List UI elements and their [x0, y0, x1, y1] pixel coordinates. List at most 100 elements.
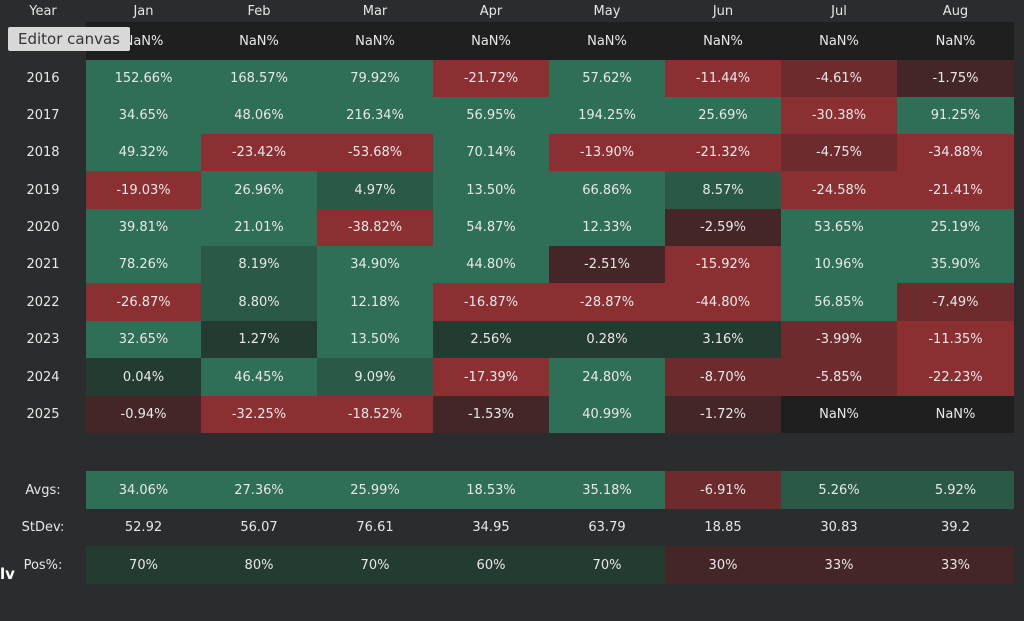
return-cell: -2.59% [665, 209, 781, 246]
return-cell: 26.96% [201, 171, 317, 209]
return-cell: 44.80% [433, 246, 549, 283]
stat-cell: 5.26% [781, 471, 897, 509]
year-label-2019: 2019 [26, 182, 60, 198]
nan-cell: NaN% [549, 22, 665, 60]
stat-cell: 70% [317, 546, 433, 584]
return-cell: 79.92% [317, 60, 433, 97]
return-cell: 54.87% [433, 209, 549, 246]
return-cell: 78.26% [86, 246, 201, 283]
nan-cell: NaN% [317, 22, 433, 60]
return-cell: -2.51% [549, 246, 665, 283]
spacer-cell [317, 433, 433, 471]
return-cell: 12.33% [549, 209, 665, 246]
stat-cell: 63.79 [588, 520, 626, 535]
stat-cell: 70% [549, 546, 665, 584]
header-month-aug: Aug [942, 3, 969, 19]
stat-label-stdev: StDev: [21, 520, 65, 535]
return-cell: 21.01% [201, 209, 317, 246]
return-cell: NaN% [897, 396, 1014, 433]
stat-cell: 30.83 [820, 520, 858, 535]
stat-cell: -6.91% [665, 471, 781, 509]
header-month-may: May [593, 3, 621, 19]
return-cell: 0.28% [549, 321, 665, 358]
return-cell: -18.52% [317, 396, 433, 433]
stat-cell: 33% [781, 546, 897, 584]
return-cell: -3.99% [781, 321, 897, 358]
nan-cell: NaN% [897, 22, 1014, 60]
year-label-2022: 2022 [26, 294, 60, 310]
spacer-cell [897, 433, 1014, 471]
return-cell: 25.19% [897, 209, 1014, 246]
stat-label-avgs: Avgs: [25, 482, 61, 498]
return-cell: -22.23% [897, 358, 1014, 396]
nan-cell: NaN% [433, 22, 549, 60]
return-cell: -11.35% [897, 321, 1014, 358]
stat-cell: 60% [433, 546, 549, 584]
stat-cell: 35.18% [549, 471, 665, 509]
return-cell: -1.53% [433, 396, 549, 433]
header-month-apr: Apr [479, 3, 503, 19]
return-cell: 48.06% [201, 97, 317, 134]
return-cell: 194.25% [549, 97, 665, 134]
return-cell: -7.49% [897, 283, 1014, 321]
stat-cell: 56.07 [240, 520, 278, 535]
year-label-2024: 2024 [26, 369, 60, 385]
return-cell: 8.80% [201, 283, 317, 321]
stat-cell: 27.36% [201, 471, 317, 509]
return-cell: -11.44% [665, 60, 781, 97]
nan-cell: NaN% [665, 22, 781, 60]
stat-cell: 70% [86, 546, 201, 584]
return-cell: -53.68% [317, 134, 433, 171]
stat-cell: 34.06% [86, 471, 201, 509]
return-cell: 53.65% [781, 209, 897, 246]
spacer-cell [781, 433, 897, 471]
return-cell: 152.66% [86, 60, 201, 97]
return-cell: 34.90% [317, 246, 433, 283]
return-cell: NaN% [781, 396, 897, 433]
return-cell: -16.87% [433, 283, 549, 321]
return-cell: -13.90% [549, 134, 665, 171]
return-cell: -8.70% [665, 358, 781, 396]
return-cell: -32.25% [201, 396, 317, 433]
year-label-2016: 2016 [26, 71, 60, 86]
spacer-cell [0, 433, 86, 471]
return-cell: 91.25% [897, 97, 1014, 134]
return-cell: -34.88% [897, 134, 1014, 171]
return-cell: 10.96% [781, 246, 897, 283]
return-cell: 40.99% [549, 396, 665, 433]
return-cell: 39.81% [86, 209, 201, 246]
return-cell: -4.61% [781, 60, 897, 97]
stat-cell: 30% [665, 546, 781, 584]
return-cell: 56.95% [433, 97, 549, 134]
return-cell: 34.65% [86, 97, 201, 134]
return-cell: 35.90% [897, 246, 1014, 283]
year-label-2017: 2017 [26, 108, 60, 123]
return-cell: -5.85% [781, 358, 897, 396]
return-cell: 3.16% [665, 321, 781, 358]
year-label-2023: 2023 [26, 332, 60, 347]
return-cell: -0.94% [86, 396, 201, 433]
header-month-jul: Jul [831, 3, 847, 19]
stat-cell: 5.92% [897, 471, 1014, 509]
logo-icon: lv [0, 565, 15, 583]
return-cell: 168.57% [201, 60, 317, 97]
return-cell: 70.14% [433, 134, 549, 171]
return-cell: 9.09% [317, 358, 433, 396]
return-cell: 2.56% [433, 321, 549, 358]
return-cell: -44.80% [665, 283, 781, 321]
stat-cell: 80% [201, 546, 317, 584]
return-cell: 46.45% [201, 358, 317, 396]
header-month-jan: Jan [133, 3, 154, 19]
stat-cell: 18.53% [433, 471, 549, 509]
return-cell: 13.50% [433, 171, 549, 209]
return-cell: 13.50% [317, 321, 433, 358]
year-label-2025: 2025 [26, 407, 60, 422]
return-cell: -19.03% [86, 171, 201, 209]
spacer-cell [86, 433, 201, 471]
editor-canvas-label: Editor canvas [8, 27, 130, 51]
return-cell: -21.72% [433, 60, 549, 97]
return-cell: -1.72% [665, 396, 781, 433]
return-cell: -1.75% [897, 60, 1014, 97]
return-cell: -17.39% [433, 358, 549, 396]
